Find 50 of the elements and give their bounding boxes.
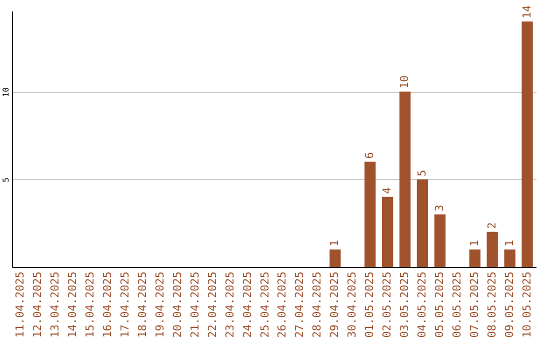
data-label: 1 (468, 240, 481, 246)
x-tick-label: 08.05.2025 (485, 272, 498, 338)
x-tick-label: 15.04.2025 (84, 272, 97, 338)
x-tick-label: 28.04.2025 (310, 272, 324, 338)
x-tick-label: 02.05.2025 (380, 272, 394, 338)
bar (382, 196, 394, 267)
x-tick-label: 21.04.2025 (188, 272, 202, 338)
data-label: 14 (520, 4, 534, 19)
data-label: 2 (485, 222, 498, 229)
x-tick-label: 19.04.2025 (153, 272, 166, 338)
data-label: 3 (432, 204, 446, 212)
bar (469, 249, 480, 267)
x-tick-label: 13.04.2025 (48, 272, 62, 338)
bar (399, 92, 411, 267)
bar (504, 249, 516, 267)
x-tick-label: 12.04.2025 (31, 272, 44, 338)
x-tick-label: 01.05.2025 (363, 272, 376, 338)
x-tick-label: 27.04.2025 (293, 272, 306, 338)
data-label: 5 (415, 170, 428, 176)
x-tick-label: 11.04.2025 (14, 272, 27, 338)
x-tick-label: 25.04.2025 (258, 272, 272, 338)
x-tick-label: 24.04.2025 (240, 272, 254, 338)
x-tick-label: 05.05.2025 (432, 272, 446, 338)
x-tick-label: 07.05.2025 (468, 272, 481, 338)
data-label: 10 (398, 75, 411, 89)
data-label: 6 (363, 152, 376, 159)
bar (416, 179, 428, 267)
x-tick-label: 18.04.2025 (136, 272, 149, 338)
x-tick-label: 29.04.2025 (328, 272, 342, 338)
x-tick-label: 06.05.2025 (450, 272, 464, 338)
data-label: 1 (328, 240, 342, 246)
x-tick-label: 16.04.2025 (101, 272, 114, 338)
data-label: 4 (380, 186, 394, 194)
bar (522, 22, 533, 267)
x-tick-label: 09.05.2025 (502, 272, 516, 338)
x-tick-label: 04.05.2025 (415, 272, 428, 338)
x-tick-label: 22.04.2025 (206, 272, 219, 338)
bar (330, 249, 341, 267)
bar (486, 232, 498, 267)
data-label: 1 (502, 240, 516, 246)
bar (434, 214, 446, 267)
x-tick-label: 30.04.2025 (346, 272, 359, 338)
x-tick-label: 10.05.2025 (520, 272, 534, 338)
x-tick-label: 03.05.2025 (398, 272, 411, 338)
bar (364, 162, 376, 267)
x-tick-label: 14.04.2025 (66, 272, 80, 338)
x-tick-label: 23.04.2025 (223, 272, 236, 338)
x-tick-label: 26.04.2025 (276, 272, 289, 338)
x-tick-label: 17.04.2025 (118, 272, 132, 338)
x-tick-label: 20.04.2025 (170, 272, 184, 338)
